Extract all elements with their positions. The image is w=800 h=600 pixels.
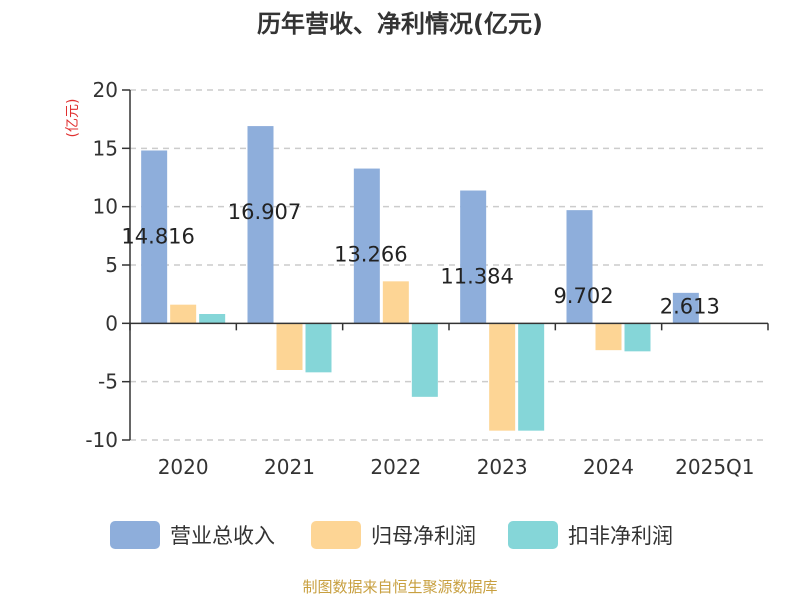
- x-tick-label: 2020: [158, 455, 209, 479]
- bar-1-1: [276, 323, 303, 370]
- y-tick-label: 0: [105, 311, 118, 335]
- data-label: 9.702: [553, 284, 613, 308]
- grid-lines: [130, 89, 768, 441]
- x-tick-label: 2023: [477, 455, 528, 479]
- bar-0-0: [141, 150, 168, 324]
- bar-1-4: [595, 323, 622, 351]
- bar-0-3: [460, 190, 487, 324]
- bar-2-2: [411, 323, 438, 397]
- bar-2-1: [305, 323, 332, 373]
- bar-2-3: [518, 323, 545, 431]
- y-axis-label: (亿元): [65, 99, 81, 138]
- bar-1-0: [170, 304, 197, 324]
- y-tick-label: 15: [93, 136, 118, 160]
- legend-swatch-2: [508, 521, 558, 549]
- source-note: 制图数据来自恒生聚源数据库: [302, 578, 497, 596]
- y-tick-label: 5: [105, 253, 118, 277]
- data-label: 14.816: [121, 224, 194, 248]
- data-labels: 14.816 16.907 13.266 11.384 9.702 2.613: [121, 200, 719, 318]
- data-label: 2.613: [660, 294, 720, 318]
- data-label: 11.384: [440, 265, 513, 289]
- x-tick-label: 2021: [264, 455, 315, 479]
- bars: [141, 126, 757, 431]
- bar-0-5: [672, 292, 699, 324]
- legend-label-2: 扣非净利润: [568, 524, 673, 548]
- y-tick-label: -5: [98, 370, 118, 394]
- x-tick-label: 2022: [370, 455, 421, 479]
- legend-label-0: 营业总收入: [170, 524, 275, 548]
- y-tick-label: -10: [85, 428, 118, 452]
- legend[interactable]: 营业总收入 归母净利润 扣非净利润: [110, 521, 673, 549]
- legend-swatch-1: [311, 521, 361, 549]
- bar-2-4: [624, 323, 651, 352]
- bar-0-2: [353, 168, 380, 324]
- legend-label-1: 归母净利润: [371, 524, 476, 548]
- bar-0-4: [566, 210, 593, 324]
- data-label: 13.266: [334, 243, 407, 267]
- y-tick-label: 20: [93, 78, 118, 102]
- chart-title: 历年营收、净利情况(亿元): [257, 10, 543, 38]
- bar-1-3: [489, 323, 516, 431]
- bar-1-2: [382, 281, 409, 324]
- x-tick-label: 2024: [583, 455, 634, 479]
- axes: 20 15 10 5 0 -5 -10 2020 2021 2022 2023 2024 2025Q1: [85, 78, 769, 479]
- x-tick-label: 2025Q1: [675, 455, 754, 479]
- bar-2-0: [199, 314, 226, 324]
- bar-0-1: [247, 126, 274, 324]
- data-label: 16.907: [228, 200, 301, 224]
- y-tick-label: 10: [93, 195, 118, 219]
- legend-swatch-0: [110, 521, 160, 549]
